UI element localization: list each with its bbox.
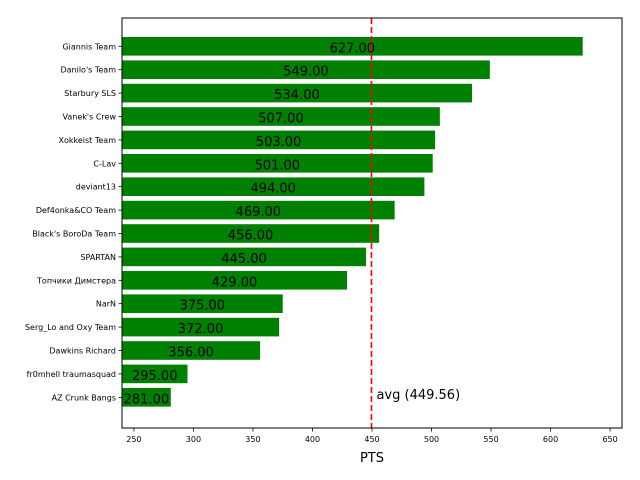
y-tick-label: AZ Crunk Bangs (52, 393, 116, 402)
y-tick-label: Def4onka&CO Team (36, 206, 116, 215)
data-label: 429.00 (212, 275, 258, 290)
bar (122, 130, 436, 150)
bar (122, 294, 283, 313)
data-label: 627.00 (330, 41, 376, 56)
bars-group (122, 37, 583, 407)
data-label: 445.00 (221, 252, 267, 267)
bar (122, 154, 433, 173)
y-tick-label: SPARTAN (80, 253, 116, 262)
data-label: 501.00 (255, 158, 301, 173)
bar (122, 317, 280, 337)
data-label: 503.00 (256, 135, 302, 150)
y-tick-label: Vanek's Crew (63, 113, 117, 122)
data-label: 549.00 (283, 65, 329, 80)
x-ticks: 250 300 350 400 450 500 550 600 650 (126, 428, 618, 444)
bar (122, 83, 472, 103)
x-tick-label: 550 (483, 435, 498, 444)
bar (122, 60, 490, 79)
y-tick-label: Xokkeist Team (59, 136, 117, 145)
y-tick-label: deviant13 (76, 183, 116, 192)
bar (122, 271, 347, 290)
data-label: 456.00 (228, 229, 274, 244)
bar (122, 177, 425, 196)
y-tick-label: Dawkins Richard (49, 347, 116, 356)
bar (122, 107, 440, 126)
x-tick-label: 250 (126, 435, 141, 444)
x-tick-label: 300 (186, 435, 201, 444)
bar (122, 388, 171, 407)
data-label: 534.00 (274, 88, 320, 103)
average-label: avg (449.56) (376, 388, 460, 403)
x-axis-label: PTS (360, 451, 384, 466)
data-label: 375.00 (180, 299, 226, 314)
data-label: 356.00 (168, 346, 214, 361)
bar (122, 364, 188, 384)
y-tick-label: C-Lav (93, 159, 116, 168)
data-label: 295.00 (132, 369, 178, 384)
x-tick-label: 650 (602, 435, 617, 444)
data-label: 494.00 (250, 182, 296, 197)
x-tick-label: 350 (245, 435, 260, 444)
bar (122, 37, 583, 56)
x-tick-label: 400 (305, 435, 320, 444)
y-tick-label: Топчики Димстера (36, 276, 116, 285)
bar (122, 341, 261, 360)
plot-frame (121, 17, 623, 429)
x-tick-label: 500 (424, 435, 439, 444)
y-tick-label: fr0mhell traumasquad (27, 370, 116, 379)
y-tick-label: Danilo's Team (60, 66, 116, 75)
y-tick-label: NarN (96, 300, 116, 309)
y-tick-label: Starbury SLS (64, 89, 116, 98)
data-label: 469.00 (236, 205, 282, 220)
bar (122, 200, 395, 220)
data-label: 507.00 (258, 112, 304, 127)
data-label: 281.00 (124, 392, 170, 407)
data-label: 372.00 (178, 322, 224, 337)
y-tick-label: Giannis Team (62, 42, 116, 51)
y-tick-labels: Giannis Team Danilo's Team Starbury SLS Van… (25, 42, 122, 402)
bar (122, 247, 367, 267)
x-tick-label: 600 (543, 435, 558, 444)
bar (122, 224, 380, 243)
y-tick-label: Black's BoroDa Team (32, 230, 116, 239)
y-tick-label: Serg_Lo and Oxy Team (25, 323, 116, 332)
x-tick-label: 450 (364, 435, 379, 444)
